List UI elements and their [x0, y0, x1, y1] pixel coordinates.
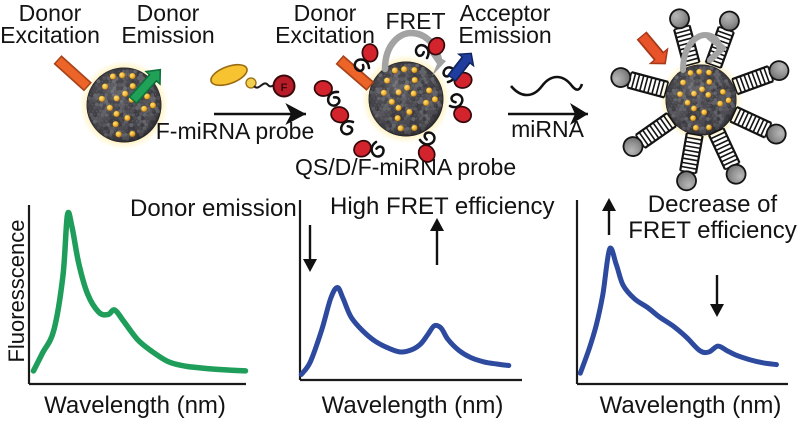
svg-text:F: F [281, 82, 288, 94]
